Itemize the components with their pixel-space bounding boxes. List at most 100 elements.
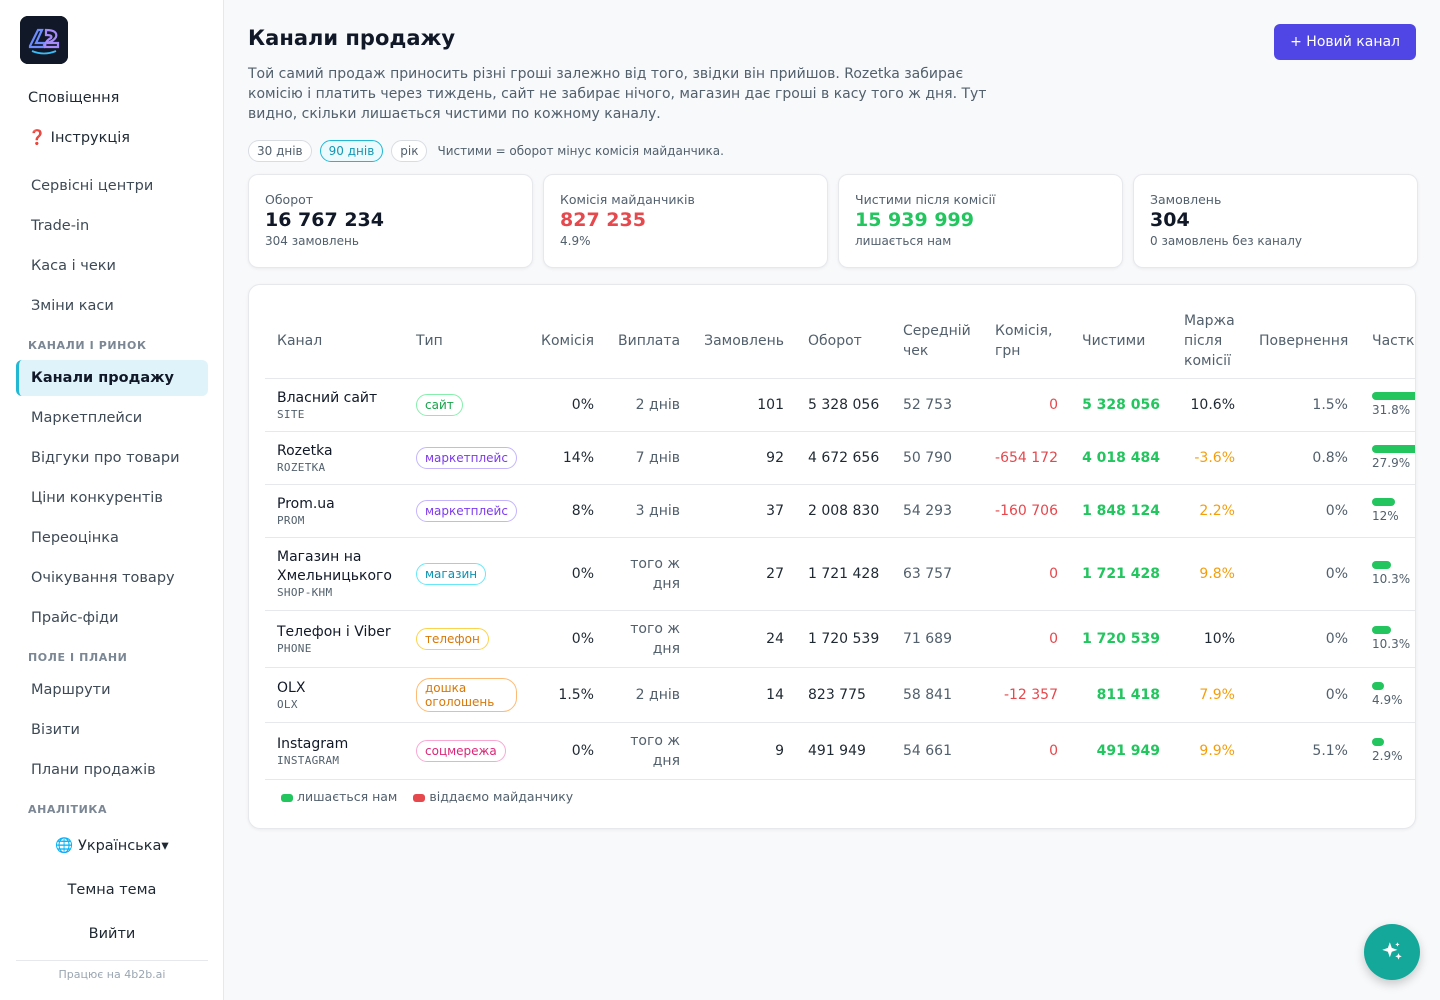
legend-kept: лишається нам [281,789,397,804]
legend-swatch-green [281,793,293,802]
language-select[interactable]: 🌐 Українська▾ [55,838,169,854]
channel-name[interactable]: Магазин на Хмельницького [277,549,392,584]
notifications-link[interactable]: Сповіщення [28,90,120,106]
cell-channel: Власний сайт SITE [265,378,404,432]
sidebar-item-price-feeds[interactable]: Прайс-фіди [31,610,119,626]
theme-toggle[interactable]: Темна тема [67,882,157,898]
table-row[interactable]: Rozetka ROZETKA маркетплейс 14% 7 днів 92 4 67… [265,431,1415,485]
col-share[interactable]: Частка [1360,305,1415,379]
cell-avg-check: 54 293 [891,484,983,538]
col-channel[interactable]: Канал [265,305,404,379]
col-commission-uah[interactable]: Комісія, грн [983,305,1070,379]
cell-returns: 0.8% [1247,431,1360,485]
new-channel-button[interactable]: + Новий канал [1274,24,1416,60]
col-turnover[interactable]: Оборот [796,305,891,379]
share-bar [1372,626,1391,634]
stat-label: Комісія майданчиків [560,192,695,207]
channel-name[interactable]: Prom.ua [277,495,335,512]
sidebar-item-marketplaces[interactable]: Маркетплейси [31,410,143,426]
stat-label: Замовлень [1150,192,1222,207]
share-value: 10.3% [1372,572,1411,586]
table-row[interactable]: Власний сайт SITE сайт 0% 2 днів 101 5 328 056… [265,378,1415,432]
table-row[interactable]: Магазин на Хмельницького SHOP-KHM магазин 0… [265,537,1415,611]
sidebar-item-sales-plans[interactable]: Плани продажів [31,762,156,778]
col-net[interactable]: Чистими [1070,305,1172,379]
cell-avg-check: 58 841 [891,667,983,723]
sidebar-item-repricing[interactable]: Переоцінка [31,530,119,546]
sidebar-item-cash-receipts[interactable]: Каса і чеки [31,258,116,274]
stat-label: Оборот [265,192,314,207]
col-margin[interactable]: Маржа після комісії [1172,305,1247,379]
sidebar-item-visits[interactable]: Візити [31,722,80,738]
table-row[interactable]: Prom.ua PROM маркетплейс 8% 3 днів 37 2 008 83… [265,484,1415,538]
share-value: 27.9% [1372,456,1411,470]
stat-value: 304 [1150,209,1190,231]
cell-net: 811 418 [1070,667,1172,723]
col-type[interactable]: Тип [404,305,529,379]
col-payout[interactable]: Виплата [606,305,692,379]
table-row[interactable]: Instagram INSTAGRAM соцмережа 0% того ж дня 9… [265,722,1415,780]
cell-orders: 101 [692,378,796,432]
cell-turnover: 1 721 428 [796,537,891,611]
channel-name[interactable]: Rozetka [277,442,333,459]
cell-share: 10.3% [1360,610,1415,668]
col-orders[interactable]: Замовлень [692,305,796,379]
stat-label: Чистими після комісії [855,192,996,207]
type-badge: магазин [416,562,487,585]
cell-net: 5 328 056 [1070,378,1172,432]
logout-button[interactable]: Вийти [88,926,136,942]
cell-margin: 7.9% [1172,667,1247,723]
cell-returns: 1.5% [1247,378,1360,432]
cell-turnover: 2 008 830 [796,484,891,538]
sidebar-item-cash-shifts[interactable]: Зміни каси [31,298,114,314]
sidebar-item-sales-channels[interactable]: Канали продажу [16,360,208,396]
period-90-days[interactable]: 90 днів [319,140,384,162]
period-year[interactable]: рік [391,140,428,162]
sidebar-top-links: Сповіщення ❓ Інструкція [16,80,208,160]
channel-code: INSTAGRAM [277,753,340,767]
table-row[interactable]: Телефон і Viber PHONE телефон 0% того ж дня 2… [265,610,1415,668]
cell-commission: 0% [529,722,606,780]
col-returns[interactable]: Повернення [1247,305,1360,379]
channel-name[interactable]: Телефон і Viber [277,623,391,640]
logo[interactable] [20,16,68,64]
sidebar-item-reviews[interactable]: Відгуки про товари [31,450,180,466]
channel-name[interactable]: OLX [277,679,306,696]
sidebar-section-analytics: Аналітика [28,803,108,816]
stat-net: Чистими після комісії 15 939 999 лишаєть… [838,174,1123,268]
channel-name[interactable]: Instagram [277,735,349,752]
col-commission[interactable]: Комісія [529,305,606,379]
cell-channel: Телефон і Viber PHONE [265,610,404,668]
cell-commission-uah: 0 [983,610,1070,668]
sidebar-item-competitor-prices[interactable]: Ціни конкурентів [31,490,163,506]
share-value: 2.9% [1372,749,1403,763]
cell-net: 1 721 428 [1070,537,1172,611]
sidebar-section-field: Поле і плани [28,651,128,664]
cell-orders: 14 [692,667,796,723]
cell-type: маркетплейс [404,484,529,538]
sidebar-item-awaiting-goods[interactable]: Очікування товару [31,570,175,586]
instructions-link[interactable]: ❓ Інструкція [28,130,131,146]
cell-payout: того ж дня [606,722,692,780]
sidebar-item-trade-in[interactable]: Trade-in [31,218,90,234]
channel-name[interactable]: Власний сайт [277,389,378,406]
ai-assistant-button[interactable] [1364,924,1420,980]
period-30-days[interactable]: 30 днів [248,140,312,162]
cell-orders: 37 [692,484,796,538]
cell-turnover: 823 775 [796,667,891,723]
sidebar-item-service-centers[interactable]: Сервісні центри [31,178,154,194]
cell-turnover: 5 328 056 [796,378,891,432]
table-row[interactable]: OLX OLX дошка оголошень 1.5% 2 днів 14 823 775… [265,667,1415,723]
type-badge: сайт [416,393,463,416]
col-avg-check[interactable]: Середній чек [891,305,983,379]
table-legend: лишається нам віддаємо майданчику [281,789,573,804]
channel-code: ROZETKA [277,460,326,474]
cell-net: 491 949 [1070,722,1172,780]
cell-commission-uah: 0 [983,722,1070,780]
stat-commission: Комісія майданчиків 827 235 4.9% [543,174,828,268]
sidebar-item-routes[interactable]: Маршрути [31,682,111,698]
sidebar: Сповіщення ❓ Інструкція Сервісні центри … [0,0,224,1000]
channel-code: SITE [277,407,305,421]
net-formula-note: Чистими = оборот мінус комісія майданчик… [437,144,724,158]
table-body: Власний сайт SITE сайт 0% 2 днів 101 5 328 056… [265,378,1415,780]
